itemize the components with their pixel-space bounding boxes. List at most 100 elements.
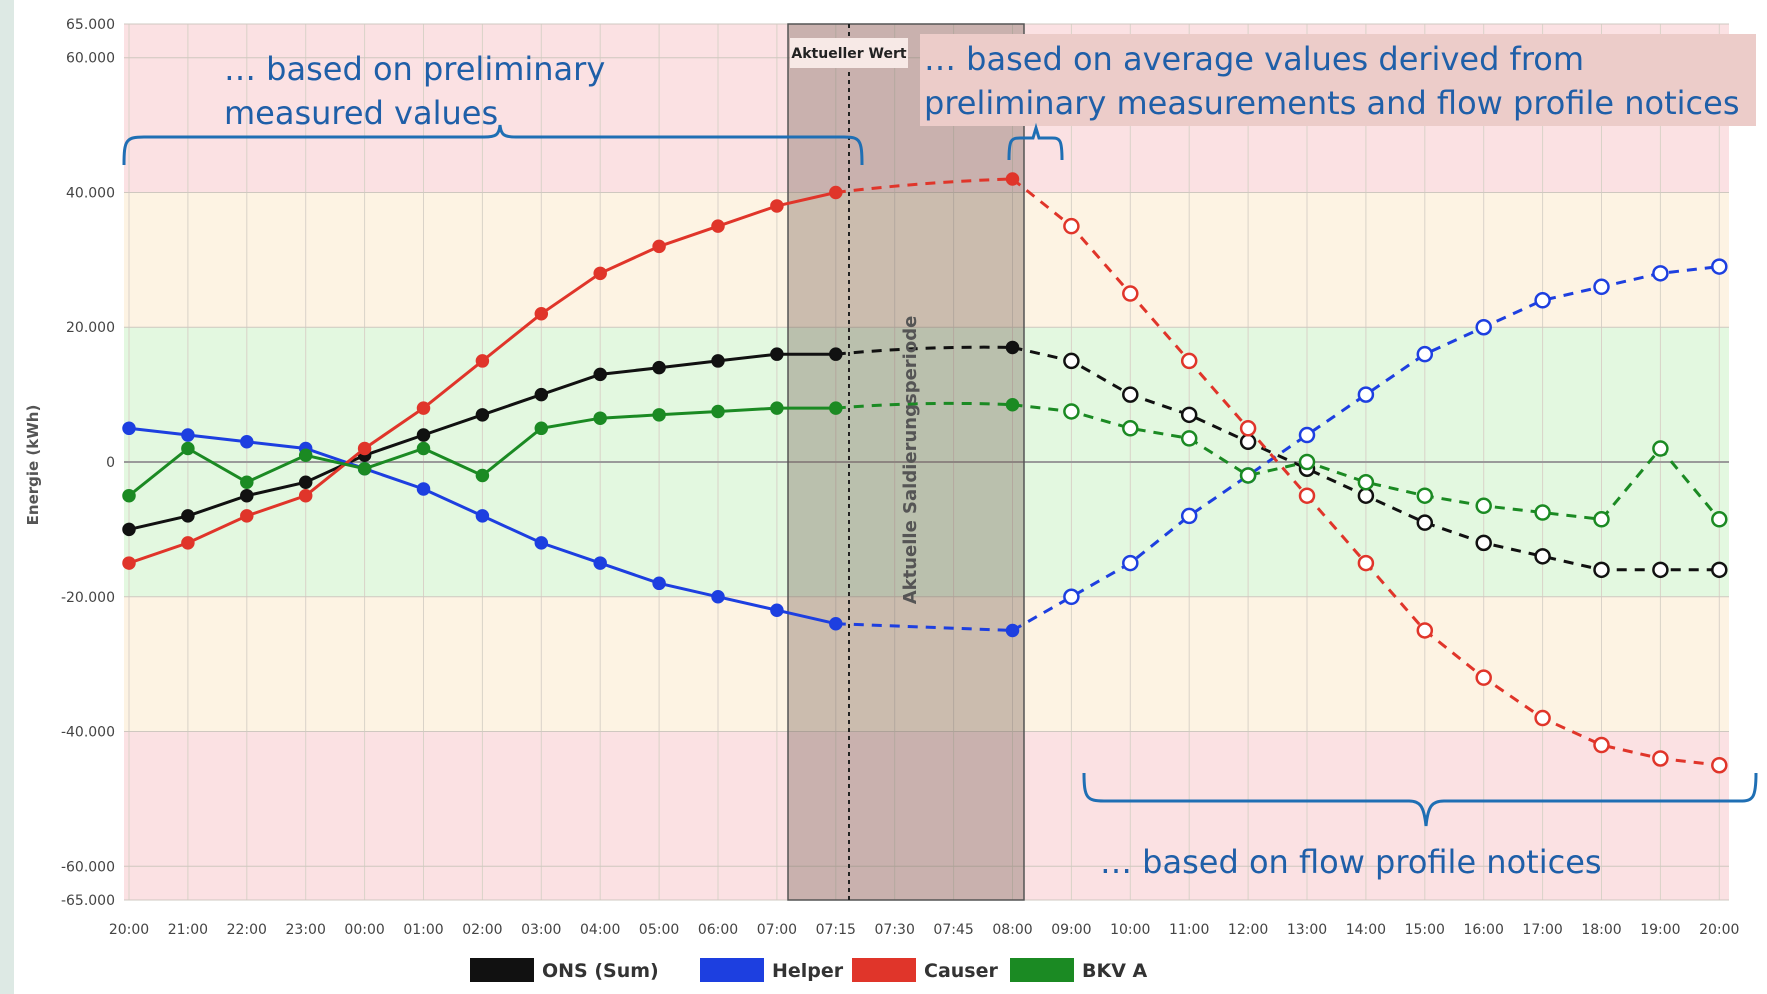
x-tick-label: 22:00 xyxy=(227,922,267,938)
current-period-highlight xyxy=(787,23,1025,901)
x-tick-label: 13:00 xyxy=(1287,922,1327,938)
x-tick-label: 20:00 xyxy=(1699,922,1739,938)
data-point xyxy=(181,536,195,550)
x-tick-label: 07:00 xyxy=(757,922,797,938)
data-point xyxy=(475,408,490,422)
y-tick-label: 20.000 xyxy=(66,320,115,336)
legend-label: Causer xyxy=(924,960,998,982)
data-point xyxy=(1416,622,1434,639)
x-tick-label: 07:15 xyxy=(816,922,856,938)
annotation-measured-line2: measured values xyxy=(224,94,498,132)
data-point xyxy=(416,441,431,456)
y-axis-ticks: 65.000 60.000 40.000 20.000 0 -20.000 -40.000 -… xyxy=(61,17,115,909)
data-point xyxy=(1416,514,1434,531)
data-point xyxy=(122,488,136,503)
data-point xyxy=(1239,433,1257,451)
data-point xyxy=(829,401,843,415)
x-tick-label: 15:00 xyxy=(1405,922,1445,938)
legend-swatch xyxy=(852,958,916,982)
data-point xyxy=(1475,497,1492,515)
series-3 xyxy=(122,397,1728,528)
y-tick-label: -65.000 xyxy=(61,893,115,909)
data-point xyxy=(1239,467,1257,484)
series-line-bridge xyxy=(835,177,1013,194)
energy-chart: 65.000 60.000 40.000 20.000 0 -20.000 -40.000 -… xyxy=(24,17,1758,982)
x-tick-label: 23:00 xyxy=(286,922,326,938)
data-point xyxy=(1652,440,1669,457)
data-point xyxy=(1063,217,1080,235)
data-point xyxy=(1005,172,1020,186)
data-point xyxy=(1593,278,1610,296)
data-point xyxy=(240,475,254,489)
data-point xyxy=(122,421,136,436)
data-point xyxy=(652,360,666,375)
data-point xyxy=(298,448,313,463)
data-point xyxy=(416,482,431,496)
data-point xyxy=(1652,265,1669,282)
data-point xyxy=(1357,473,1375,491)
current-value-flag-bg xyxy=(790,38,908,68)
data-point xyxy=(298,475,313,489)
data-point xyxy=(593,411,607,425)
data-point xyxy=(1534,548,1551,565)
current-value-label: Aktueller Wert xyxy=(791,46,907,62)
data-point xyxy=(1180,507,1198,525)
data-point xyxy=(240,488,254,503)
data-point xyxy=(711,590,725,604)
data-point xyxy=(1711,561,1728,579)
data-point xyxy=(1593,511,1610,528)
x-tick-label: 09:00 xyxy=(1051,922,1091,938)
data-point xyxy=(122,556,136,570)
chart-legend: ONS (Sum) Helper Causer BKV A xyxy=(470,958,1148,982)
data-point xyxy=(1063,352,1080,370)
data-point xyxy=(1298,487,1316,504)
period-label: Aktuelle Saldierungsperiode xyxy=(900,316,921,605)
x-tick-label: 18:00 xyxy=(1581,922,1621,938)
data-point xyxy=(1652,561,1669,579)
data-point xyxy=(652,239,666,254)
data-point xyxy=(1475,318,1492,336)
x-tick-label: 21:00 xyxy=(168,922,208,938)
series-2 xyxy=(122,172,1728,774)
data-point xyxy=(1122,420,1139,437)
x-tick-label: 11:00 xyxy=(1169,922,1209,938)
data-point xyxy=(1416,487,1434,504)
data-point xyxy=(298,488,313,503)
data-point xyxy=(1005,340,1020,355)
x-tick-label: 01:00 xyxy=(403,922,443,938)
series-lines xyxy=(122,172,1728,774)
y-tick-label: 60.000 xyxy=(66,51,115,67)
series-0 xyxy=(122,340,1728,579)
x-tick-label: 08:00 xyxy=(992,922,1032,938)
y-tick-label: 0 xyxy=(106,455,115,471)
data-point xyxy=(475,468,490,483)
band-1 xyxy=(124,192,1729,328)
data-point xyxy=(534,536,549,550)
data-point xyxy=(1180,352,1198,370)
y-tick-label: -60.000 xyxy=(61,859,115,875)
data-point xyxy=(1652,750,1669,767)
data-point xyxy=(1298,426,1316,444)
data-point xyxy=(1357,487,1375,504)
y-tick-label: -20.000 xyxy=(61,590,115,606)
data-point xyxy=(534,421,549,436)
x-tick-label: 14:00 xyxy=(1346,922,1386,938)
data-point xyxy=(711,354,725,368)
x-tick-label: 07:45 xyxy=(933,922,973,938)
data-point xyxy=(240,435,254,449)
data-point xyxy=(1711,756,1728,774)
data-point xyxy=(593,266,607,281)
y-tick-label: -40.000 xyxy=(61,725,115,741)
legend-swatch xyxy=(1010,958,1074,982)
data-point xyxy=(1534,709,1551,727)
data-point xyxy=(1005,623,1020,638)
data-point xyxy=(711,404,725,419)
data-point xyxy=(711,219,725,233)
bracket-measured xyxy=(122,124,864,166)
data-point xyxy=(240,509,254,523)
x-tick-label: 16:00 xyxy=(1464,922,1504,938)
annotation-average-line1: … based on average values derived from xyxy=(924,40,1584,78)
data-point xyxy=(652,576,666,591)
data-point xyxy=(1005,397,1020,412)
data-point xyxy=(770,401,784,415)
